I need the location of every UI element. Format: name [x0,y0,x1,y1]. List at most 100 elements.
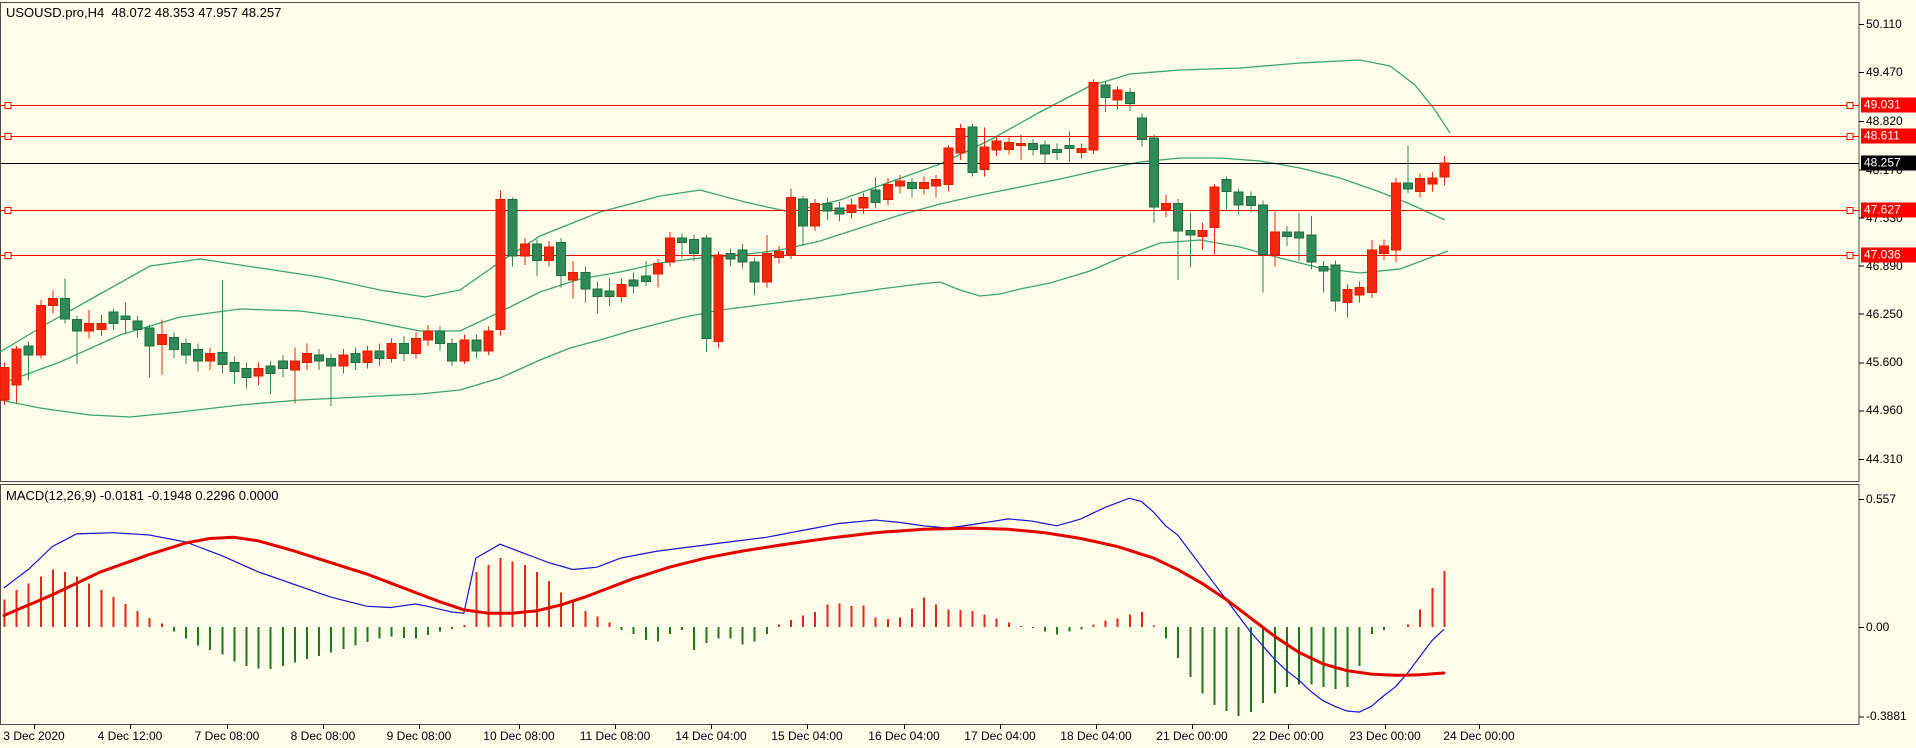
candle-body [447,343,458,362]
candle-body [1427,177,1438,185]
candle-body [459,339,470,362]
candle-body [919,181,930,189]
line-handle[interactable] [1846,252,1854,259]
candle-body [713,254,724,342]
price-axis-label: 50.110 [1866,17,1902,31]
candle-body [786,196,796,255]
candle-body [47,298,58,306]
line-handle[interactable] [4,133,12,140]
candle-body [1209,186,1220,228]
candle-body [1112,89,1123,101]
candle-body [217,352,228,365]
candle-body [0,367,10,401]
time-axis-label: 15 Dec 04:00 [771,729,843,743]
candle-body [120,315,131,320]
candle-body [132,320,143,330]
candle-body [144,327,155,347]
candle-body [955,127,966,154]
candle-body [1306,234,1317,263]
candle-body [423,330,433,341]
candle-body [495,199,506,330]
candle-body [205,352,216,362]
bollinger-middle-band [0,157,1446,385]
candle-body [1403,182,1414,190]
candle-body [374,350,385,359]
candle-body [749,261,760,283]
candle-body [810,202,821,227]
candle-body [1136,117,1147,140]
candle-body [23,345,34,356]
price-axis-label: 44.960 [1866,403,1903,418]
macd-line [3,497,1445,713]
candle-body [350,352,361,363]
candle-body [11,348,22,386]
candle-body [1221,178,1232,192]
candle-body [568,271,579,281]
candle-body [773,250,784,258]
line-handle[interactable] [4,207,12,214]
candle-body [870,189,881,203]
candle-body [241,367,252,378]
candle-body [1161,202,1172,210]
candle-body [1040,144,1051,155]
candle-body [168,337,179,350]
main-price-chart[interactable] [0,0,1916,484]
candle-body [35,304,46,356]
time-axis-label: 14 Dec 04:00 [675,729,747,743]
candle-body [834,207,845,215]
candle-body [156,334,167,345]
macd-indicator-panel[interactable] [0,484,1916,748]
candle-body [1233,191,1244,206]
price-axis-label: 49.470 [1866,65,1903,79]
current-price-tag: 48.257 [1861,155,1916,171]
time-axis-label: 22 Dec 00:00 [1252,729,1324,743]
time-axis[interactable]: 3 Dec 2020 4 Dec 12:00 7 Dec 08:00 8 Dec 08… [0,726,1859,748]
candle-body [907,181,917,189]
time-axis-label: 10 Dec 08:00 [483,729,555,743]
line-handle[interactable] [1846,102,1854,109]
candle-body [1354,286,1365,296]
candle-body [483,330,494,352]
candle-body [229,361,240,372]
line-price-tag: 49.031 [1861,97,1916,113]
candle-body [314,354,325,362]
candle-body [1064,145,1075,149]
line-price-tag: 48.611 [1861,128,1916,144]
line-handle[interactable] [4,102,12,109]
time-axis-label: 9 Dec 08:00 [386,729,452,743]
candle-body [1076,148,1087,153]
candle-body [1342,289,1353,303]
candle-body [435,330,446,344]
price-axis[interactable]: 50.11049.47048.82048.17047.53046.89046.2… [1859,0,1916,724]
candle-body [991,140,1002,151]
candle-body [1366,249,1377,293]
candle-body [1100,84,1111,98]
candle-body [798,198,809,227]
candle-body [277,360,288,369]
chart-title-ohlc: USOUSD.pro,H4 48.072 48.353 47.957 48.25… [6,5,282,20]
candle-body [410,337,421,354]
candle-body [1245,196,1256,206]
time-axis-label: 7 Dec 08:00 [194,729,260,743]
bollinger-upper-band [0,59,1451,353]
price-axis-label: 46.250 [1866,306,1903,321]
time-axis-label: 18 Dec 04:00 [1060,729,1132,743]
candle-body [652,262,663,275]
candle-body [398,343,409,354]
candle-body [544,246,554,261]
line-handle[interactable] [4,252,12,259]
line-handle[interactable] [1846,133,1854,140]
candle-body [519,243,530,257]
candle-body [761,253,772,283]
candle-body [1318,265,1329,272]
line-handle[interactable] [1846,207,1854,214]
candle-body [628,279,639,287]
candle-body [386,343,397,359]
macd-axis-label: 0.557 [1866,491,1897,506]
candle-body [1270,231,1280,255]
macd-axis-label: 0.00 [1866,620,1890,634]
candle-body [943,147,954,185]
candle-body [1124,91,1135,104]
candle-body [677,237,688,243]
